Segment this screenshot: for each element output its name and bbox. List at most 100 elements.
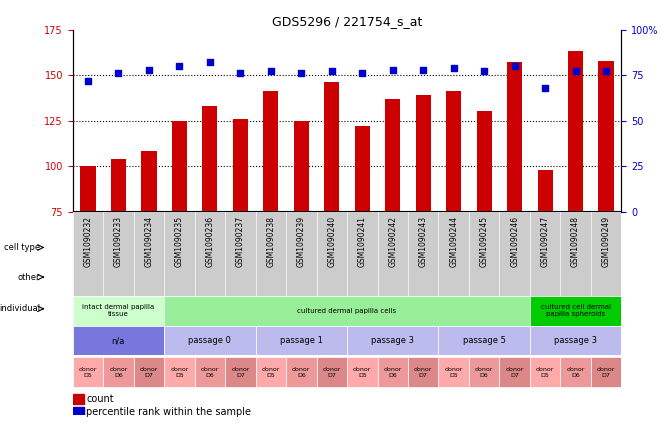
Text: GSM1090243: GSM1090243 (418, 216, 428, 267)
Text: GSM1090248: GSM1090248 (571, 216, 580, 267)
Bar (446, 91, 461, 212)
Bar (598, 60, 613, 212)
Text: donor
D7: donor D7 (414, 367, 432, 378)
Text: donor
D7: donor D7 (139, 367, 158, 378)
Text: cell type: cell type (4, 243, 40, 252)
FancyBboxPatch shape (561, 357, 591, 387)
Text: GSM1090247: GSM1090247 (541, 216, 550, 267)
Text: percentile rank within the sample: percentile rank within the sample (87, 407, 251, 417)
Text: donor
D6: donor D6 (292, 367, 311, 378)
Text: donor
D6: donor D6 (566, 367, 585, 378)
FancyBboxPatch shape (164, 326, 256, 355)
Point (387, 66, 398, 73)
FancyBboxPatch shape (73, 326, 164, 355)
Text: donor
D5: donor D5 (353, 367, 371, 378)
Text: GSM1090249: GSM1090249 (602, 216, 611, 267)
Text: donor
D6: donor D6 (109, 367, 128, 378)
FancyBboxPatch shape (530, 357, 561, 387)
FancyBboxPatch shape (73, 296, 164, 326)
Text: n/a: n/a (112, 336, 125, 345)
Bar (568, 52, 583, 212)
Text: GSM1090246: GSM1090246 (510, 216, 519, 267)
Text: GSM1090242: GSM1090242 (388, 216, 397, 267)
FancyBboxPatch shape (500, 357, 530, 387)
Bar (202, 106, 217, 212)
FancyBboxPatch shape (73, 357, 103, 387)
FancyBboxPatch shape (408, 357, 438, 387)
Bar (233, 119, 248, 212)
Text: GSM1090236: GSM1090236 (206, 216, 214, 267)
Text: passage 0: passage 0 (188, 336, 231, 345)
FancyBboxPatch shape (286, 357, 317, 387)
Point (235, 70, 246, 77)
Bar (324, 82, 339, 212)
Text: GSM1090237: GSM1090237 (236, 216, 245, 267)
Point (570, 68, 581, 75)
Point (418, 66, 428, 73)
Text: donor
D5: donor D5 (79, 367, 97, 378)
Point (448, 64, 459, 71)
Text: GSM1090233: GSM1090233 (114, 216, 123, 267)
Bar (416, 95, 431, 212)
Text: passage 3: passage 3 (371, 336, 414, 345)
Point (204, 59, 215, 66)
Bar (73, 394, 84, 404)
Text: cultured cell dermal
papilla spheroids: cultured cell dermal papilla spheroids (541, 305, 611, 317)
Text: GSM1090241: GSM1090241 (358, 216, 367, 267)
Text: cultured dermal papilla cells: cultured dermal papilla cells (297, 308, 397, 314)
Bar (111, 159, 126, 212)
FancyBboxPatch shape (256, 326, 347, 355)
Text: GSM1090244: GSM1090244 (449, 216, 458, 267)
FancyBboxPatch shape (194, 357, 225, 387)
FancyBboxPatch shape (164, 296, 530, 326)
Point (266, 68, 276, 75)
Text: other: other (17, 272, 40, 282)
Text: passage 1: passage 1 (280, 336, 323, 345)
FancyBboxPatch shape (377, 357, 408, 387)
Text: GSM1090232: GSM1090232 (83, 216, 93, 267)
Point (540, 85, 551, 91)
FancyBboxPatch shape (256, 357, 286, 387)
Title: GDS5296 / 221754_s_at: GDS5296 / 221754_s_at (272, 16, 422, 28)
FancyBboxPatch shape (530, 296, 621, 326)
Text: donor
D7: donor D7 (597, 367, 615, 378)
Point (83, 77, 93, 84)
Bar (507, 62, 522, 212)
Text: donor
D5: donor D5 (170, 367, 188, 378)
Bar (477, 112, 492, 212)
Text: donor
D6: donor D6 (383, 367, 402, 378)
Point (113, 70, 124, 77)
Bar (141, 151, 157, 212)
FancyBboxPatch shape (164, 357, 194, 387)
Bar (263, 91, 278, 212)
Point (479, 68, 489, 75)
FancyBboxPatch shape (317, 357, 347, 387)
Bar (385, 99, 401, 212)
Point (296, 70, 307, 77)
Text: donor
D5: donor D5 (444, 367, 463, 378)
FancyBboxPatch shape (530, 326, 621, 355)
Text: donor
D7: donor D7 (323, 367, 341, 378)
Bar (81, 166, 96, 212)
Point (174, 63, 184, 69)
FancyBboxPatch shape (347, 357, 377, 387)
FancyBboxPatch shape (469, 357, 500, 387)
FancyBboxPatch shape (591, 357, 621, 387)
Text: individual: individual (0, 304, 40, 313)
FancyBboxPatch shape (438, 357, 469, 387)
Text: GSM1090239: GSM1090239 (297, 216, 306, 267)
Bar (537, 170, 553, 212)
Text: intact dermal papilla
tissue: intact dermal papilla tissue (83, 305, 155, 317)
Bar (293, 121, 309, 212)
Text: GSM1090240: GSM1090240 (327, 216, 336, 267)
Text: GSM1090234: GSM1090234 (144, 216, 153, 267)
Text: count: count (87, 394, 114, 404)
Bar (172, 121, 187, 212)
FancyBboxPatch shape (73, 212, 621, 296)
Text: donor
D5: donor D5 (536, 367, 555, 378)
Text: passage 5: passage 5 (463, 336, 506, 345)
FancyBboxPatch shape (103, 357, 134, 387)
Text: donor
D6: donor D6 (201, 367, 219, 378)
FancyBboxPatch shape (347, 326, 438, 355)
Text: donor
D6: donor D6 (475, 367, 493, 378)
